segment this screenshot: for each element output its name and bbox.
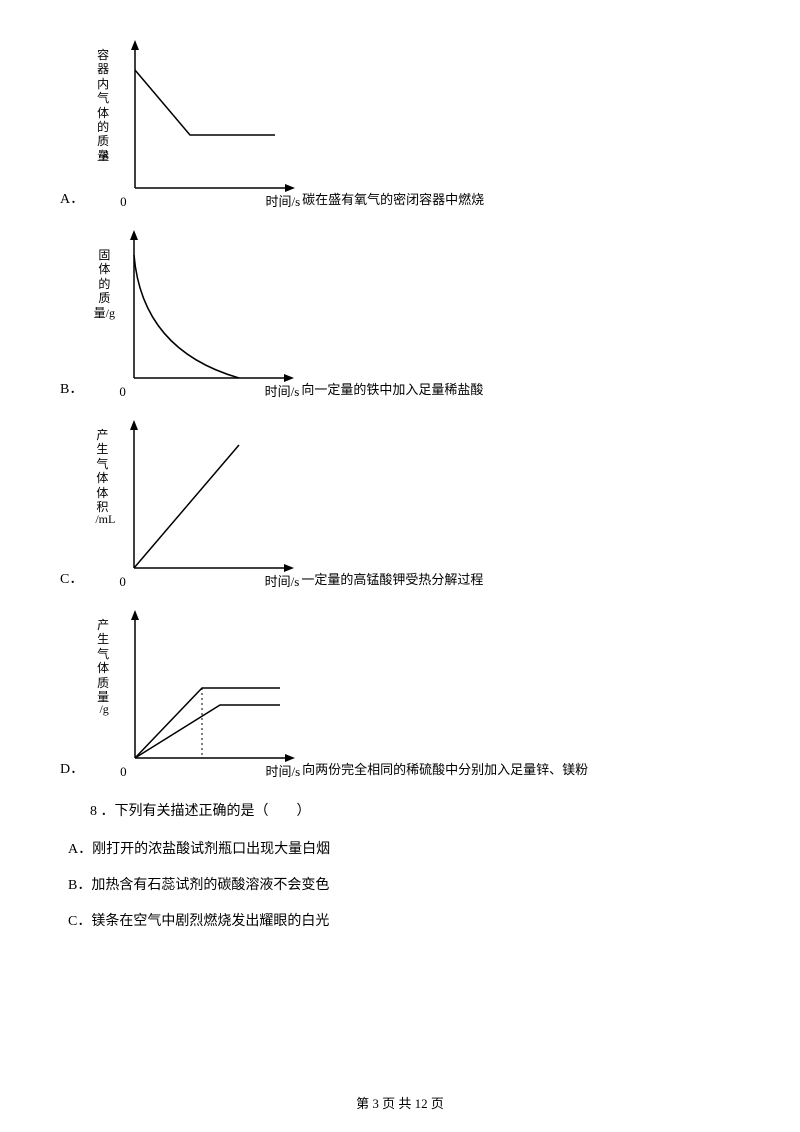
option-letter-b: B．	[60, 378, 83, 398]
question-8: 8 ．下列有关描述正确的是（ ）	[90, 800, 740, 820]
total-pages: 12	[415, 1096, 428, 1111]
chart-d-svg	[120, 610, 295, 770]
option-a-row: A． 容器内气体的质量 /g 0 时间/s 碳在盛有氧气的密闭容器中燃烧	[60, 40, 740, 210]
y-unit-d: /g	[90, 702, 118, 717]
answer-c: C．镁条在空气中剧烈燃烧发出耀眼的白光	[68, 910, 740, 930]
page-footer: 第 3 页 共 12 页	[0, 1093, 800, 1112]
answer-b: B．加热含有石蕊试剂的碳酸溶液不会变色	[68, 874, 740, 894]
chart-a: 容器内气体的质量 /g 0 时间/s	[90, 40, 300, 210]
chart-c: 产生气体体积 /mL 0 时间/s	[89, 420, 299, 590]
origin-b: 0	[119, 384, 126, 400]
answer-a: A．刚打开的浓盐酸试剂瓶口出现大量白烟	[68, 838, 740, 858]
y-label-b: 固 体 的 质 量/g	[89, 248, 119, 320]
y-unit-c: /mL	[89, 512, 121, 527]
question-text: 下列有关描述正确的是（ ）	[115, 804, 311, 819]
caption-b: 向一定量的铁中加入足量稀盐酸	[301, 379, 483, 398]
question-number: 8 ．	[90, 804, 115, 819]
caption-a: 碳在盛有氧气的密闭容器中燃烧	[302, 189, 484, 208]
x-label-c: 时间/s	[265, 571, 300, 590]
x-label-a: 时间/s	[265, 191, 300, 210]
origin-a: 0	[120, 194, 127, 210]
origin-d: 0	[120, 764, 127, 780]
chart-b: 固 体 的 质 量/g 0 时间/s	[89, 230, 299, 400]
option-b-row: B． 固 体 的 质 量/g 0 时间/s 向一定量的铁中加入足量稀盐酸	[60, 230, 740, 400]
option-letter-d: D．	[60, 758, 84, 778]
option-d-row: D． 产生气体质量 /g 0 时间/s 向两份完全相同的稀硫酸中分别加入足量锌、…	[60, 610, 740, 780]
caption-c: 一定量的高锰酸钾受热分解过程	[301, 569, 483, 588]
chart-c-svg	[119, 420, 294, 580]
x-label-d: 时间/s	[265, 761, 300, 780]
origin-c: 0	[119, 574, 126, 590]
caption-d: 向两份完全相同的稀硫酸中分别加入足量锌、镁粉	[302, 759, 588, 778]
chart-a-svg	[120, 40, 295, 200]
chart-d: 产生气体质量 /g 0 时间/s	[90, 610, 300, 780]
y-unit-a: /g	[90, 146, 118, 161]
option-letter-a: A．	[60, 188, 84, 208]
x-label-b: 时间/s	[265, 381, 300, 400]
y-label-d: 产生气体质量	[90, 618, 116, 704]
page-content: A． 容器内气体的质量 /g 0 时间/s 碳在盛有氧气的密闭容器中燃烧 B． …	[0, 0, 800, 930]
chart-b-svg	[119, 230, 294, 390]
option-c-row: C． 产生气体体积 /mL 0 时间/s 一定量的高锰酸钾受热分解过程	[60, 420, 740, 590]
y-label-c: 产生气体体积	[89, 428, 115, 514]
option-letter-c: C．	[60, 568, 83, 588]
